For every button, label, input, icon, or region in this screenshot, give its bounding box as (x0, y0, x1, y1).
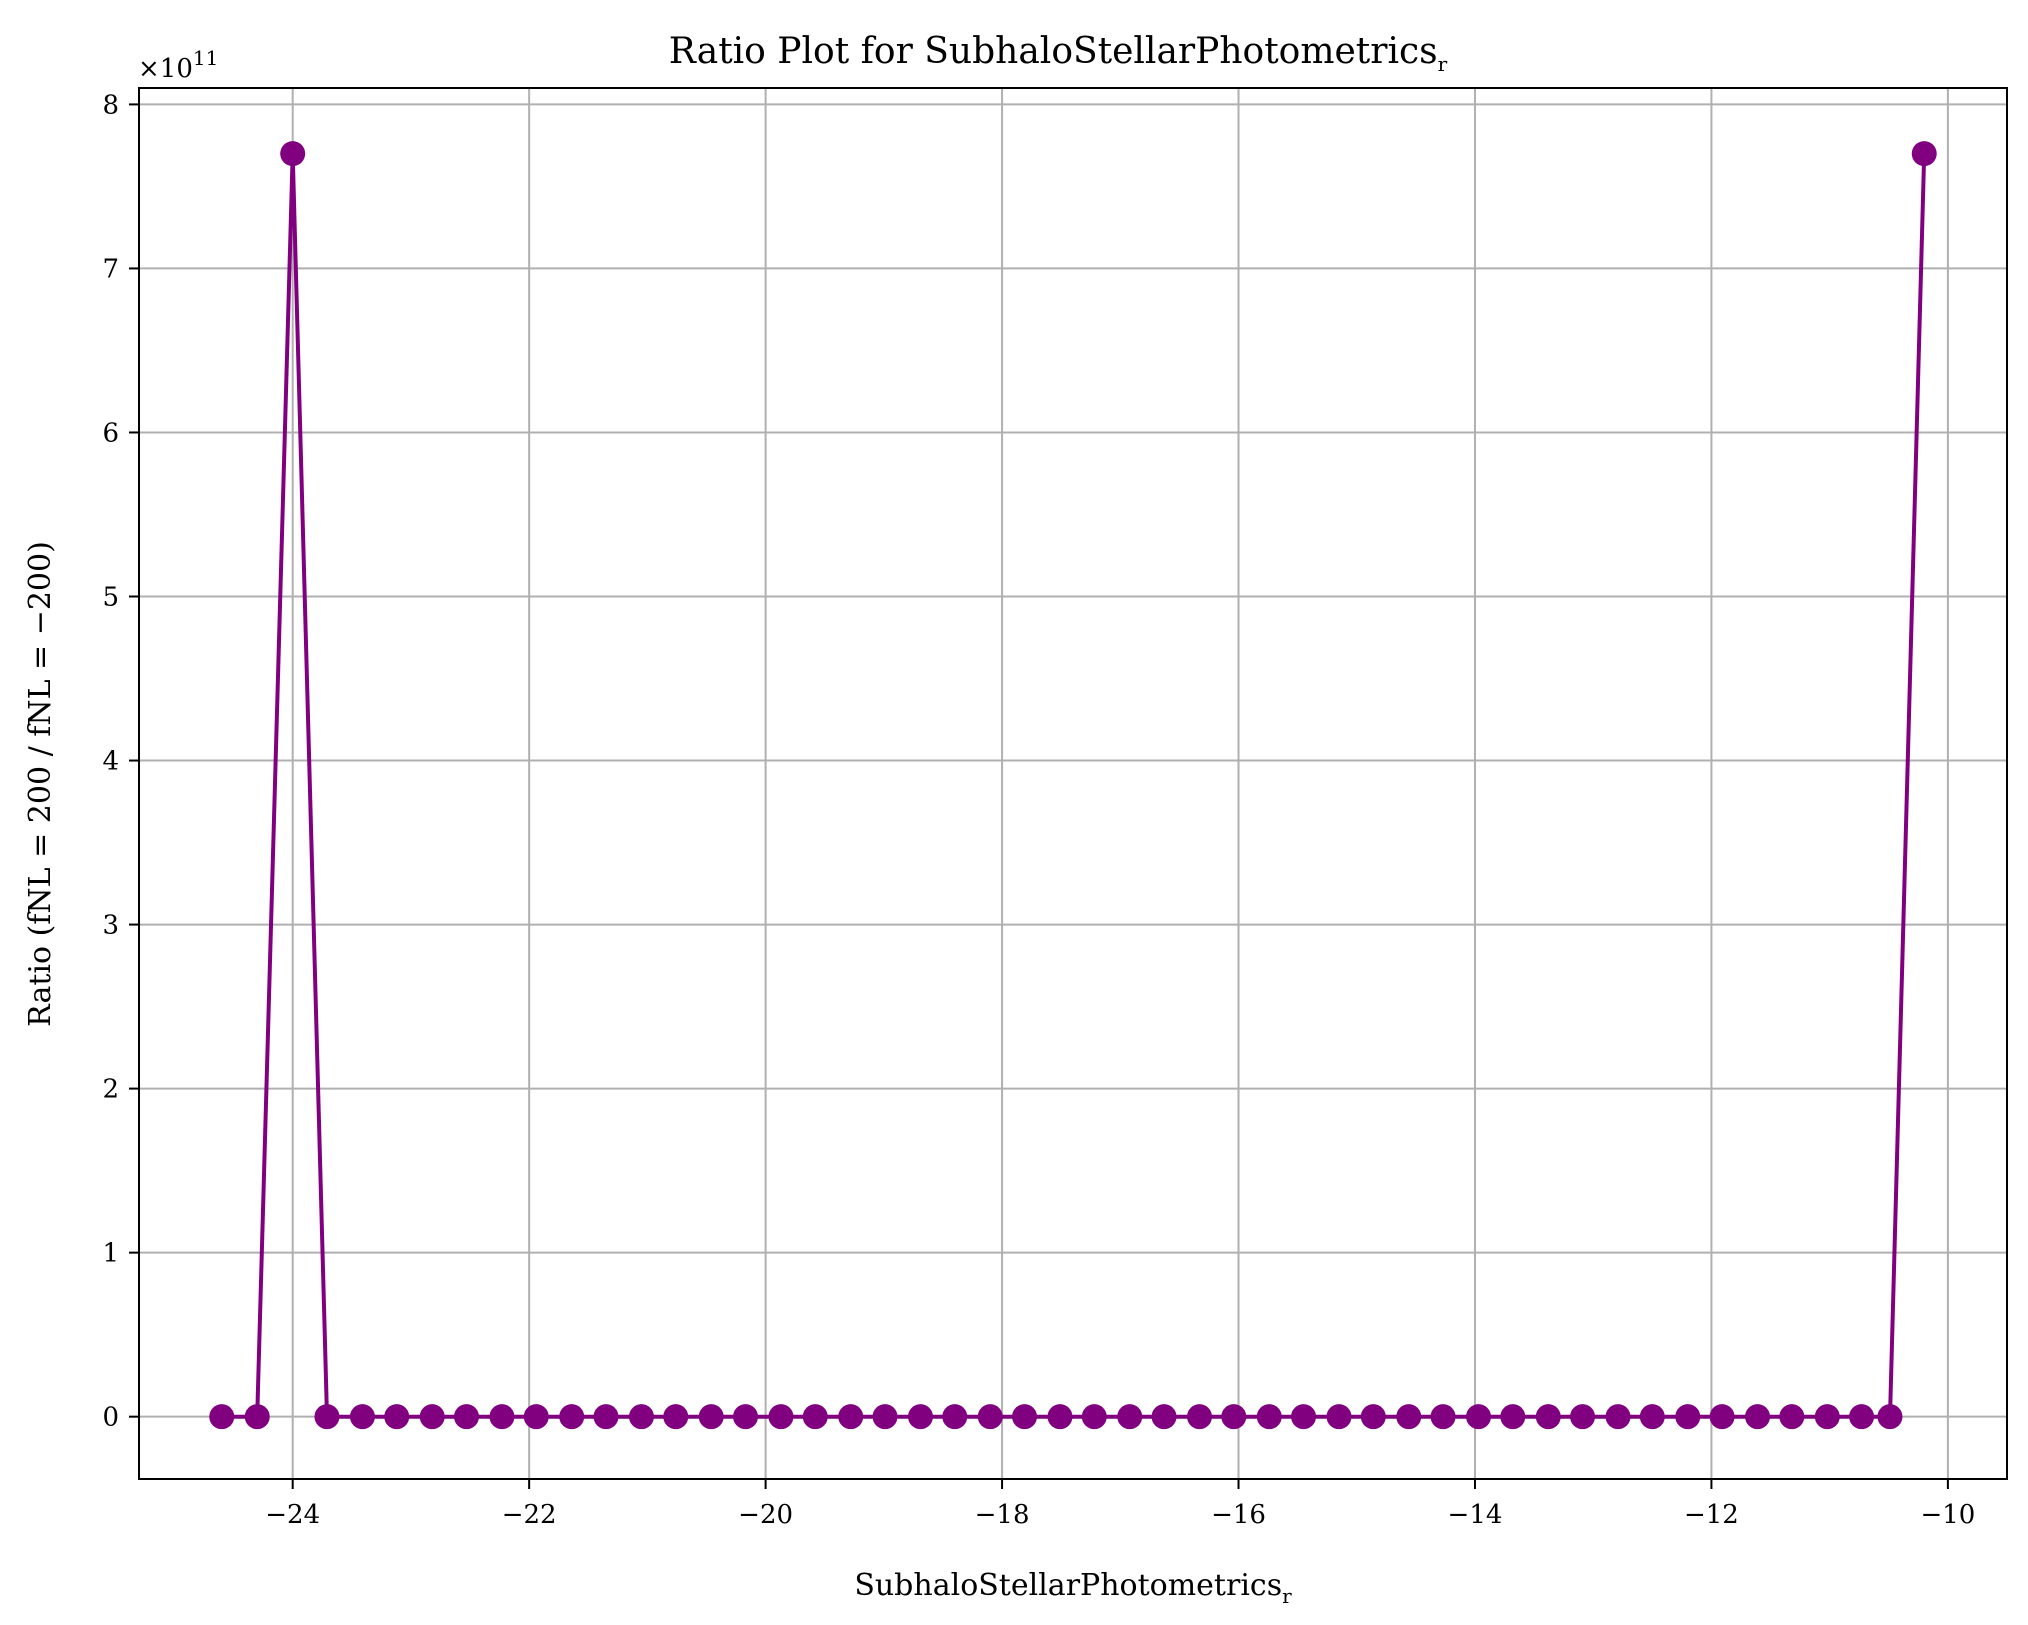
grid (139, 88, 2007, 1479)
data-point (244, 1404, 270, 1430)
y-tick-label: 4 (102, 747, 119, 777)
data-point (209, 1404, 235, 1430)
data-point (1570, 1404, 1596, 1430)
x-tick-label: −24 (265, 1500, 320, 1530)
x-axis-label: SubhaloStellarPhotometricsr (854, 1568, 1292, 1608)
data-point (1256, 1404, 1282, 1430)
data-point (1814, 1404, 1840, 1430)
data-point (1360, 1404, 1386, 1430)
chart-title: Ratio Plot for SubhaloStellarPhotometric… (669, 31, 1448, 76)
data-point (1151, 1404, 1177, 1430)
data-point (1849, 1404, 1875, 1430)
data-point (559, 1404, 585, 1430)
data-point (453, 1404, 479, 1430)
data-point (1675, 1404, 1701, 1430)
data-point (802, 1404, 828, 1430)
data-point (872, 1404, 898, 1430)
x-tick-label: −22 (502, 1500, 557, 1530)
data-point (1221, 1404, 1247, 1430)
data-point (1012, 1404, 1038, 1430)
data-point (768, 1404, 794, 1430)
data-point (733, 1404, 759, 1430)
y-tick-label: 0 (102, 1403, 119, 1433)
x-tick-label: −20 (738, 1500, 793, 1530)
data-point (593, 1404, 619, 1430)
y-tick-label: 2 (102, 1075, 119, 1105)
data-point (1396, 1404, 1422, 1430)
data-point (1639, 1404, 1665, 1430)
data-point (1911, 141, 1937, 167)
data-point (314, 1404, 340, 1430)
data-point (907, 1404, 933, 1430)
x-tick-label: −14 (1448, 1500, 1503, 1530)
data-point (1877, 1404, 1903, 1430)
data-point (1291, 1404, 1317, 1430)
data-point (942, 1404, 968, 1430)
data-point (1500, 1404, 1526, 1430)
x-axis-ticks: −24 −22 −20 −18 −16 −14 −12 −10 (265, 1479, 1975, 1530)
data-point (1081, 1404, 1107, 1430)
x-tick-label: −10 (1920, 1500, 1975, 1530)
x-tick-label: −16 (1211, 1500, 1266, 1530)
data-point (1047, 1404, 1073, 1430)
data-point (419, 1404, 445, 1430)
data-point (663, 1404, 689, 1430)
y-tick-label: 6 (102, 418, 119, 448)
data-point (698, 1404, 724, 1430)
data-point (1605, 1404, 1631, 1430)
data-point (384, 1404, 410, 1430)
data-point (280, 141, 306, 167)
x-tick-label: −12 (1684, 1500, 1739, 1530)
y-tick-label: 3 (102, 911, 119, 941)
data-point (628, 1404, 654, 1430)
y-axis-multiplier: ×1011 (138, 46, 218, 84)
data-point (1745, 1404, 1771, 1430)
data-point (523, 1404, 549, 1430)
data-point (838, 1404, 864, 1430)
data-point (1117, 1404, 1143, 1430)
data-point (349, 1404, 375, 1430)
y-tick-label: 8 (102, 90, 119, 120)
data-point (1187, 1404, 1213, 1430)
data-point (1535, 1404, 1561, 1430)
y-axis-label: Ratio (fNL = 200 / fNL = −200) (23, 541, 58, 1027)
data-point (977, 1404, 1003, 1430)
data-point (1466, 1404, 1492, 1430)
data-point (489, 1404, 515, 1430)
series-markers (209, 141, 1937, 1430)
y-tick-label: 7 (102, 254, 119, 284)
data-point (1709, 1404, 1735, 1430)
y-tick-label: 1 (102, 1239, 119, 1269)
x-tick-label: −18 (975, 1500, 1030, 1530)
data-point (1779, 1404, 1805, 1430)
plot-frame (138, 87, 2008, 1480)
data-point (1326, 1404, 1352, 1430)
y-axis-ticks: 0 1 2 3 4 5 6 7 8 (102, 90, 139, 1433)
data-point (1430, 1404, 1456, 1430)
y-tick-label: 5 (102, 583, 119, 613)
